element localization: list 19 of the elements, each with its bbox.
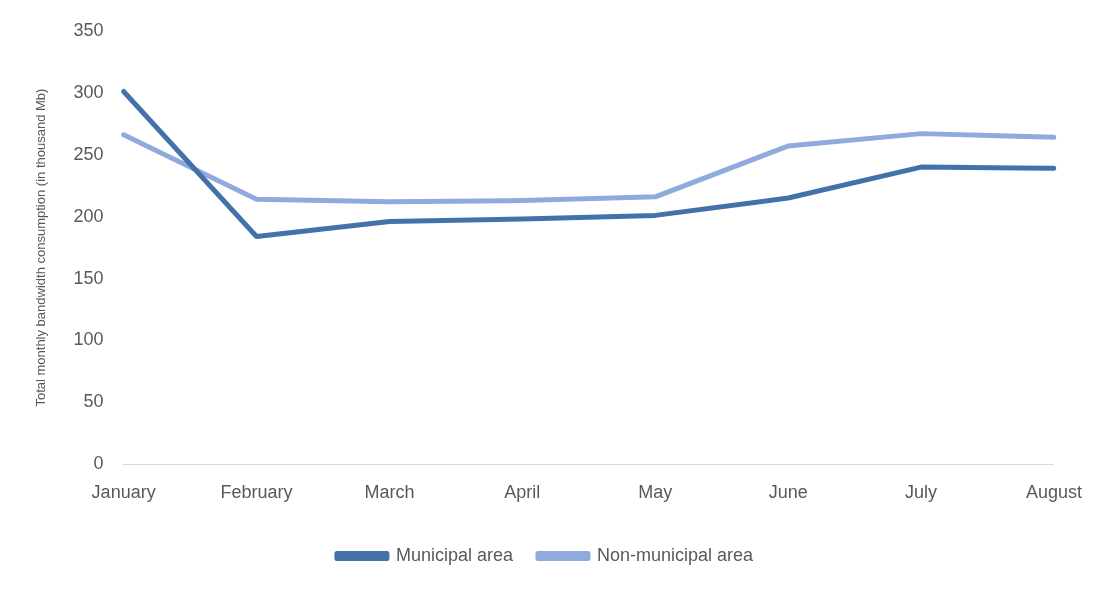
y-axis-title: Total monthly bandwidth consumption (in thousand Mb) — [33, 88, 49, 407]
y-tick-label: 200 — [73, 205, 104, 226]
y-tick-label: 100 — [73, 329, 104, 350]
x-tick-label: June — [768, 482, 808, 503]
legend-label: Non-municipal area — [596, 544, 755, 565]
legend-label: Municipal area — [395, 544, 514, 565]
y-tick-label: 300 — [73, 81, 104, 102]
x-tick-label: May — [638, 482, 673, 503]
x-tick-label: April — [504, 482, 541, 503]
y-tick-label: 0 — [93, 453, 104, 474]
x-tick-label: February — [220, 482, 293, 503]
x-tick-label: March — [364, 482, 415, 503]
y-tick-label: 250 — [73, 143, 104, 164]
y-tick-label: 350 — [73, 19, 104, 40]
x-tick-label: January — [91, 482, 156, 503]
y-tick-label: 150 — [73, 267, 104, 288]
x-tick-label: July — [905, 482, 938, 503]
x-tick-label: August — [1025, 482, 1082, 503]
y-tick-label: 50 — [83, 391, 104, 412]
